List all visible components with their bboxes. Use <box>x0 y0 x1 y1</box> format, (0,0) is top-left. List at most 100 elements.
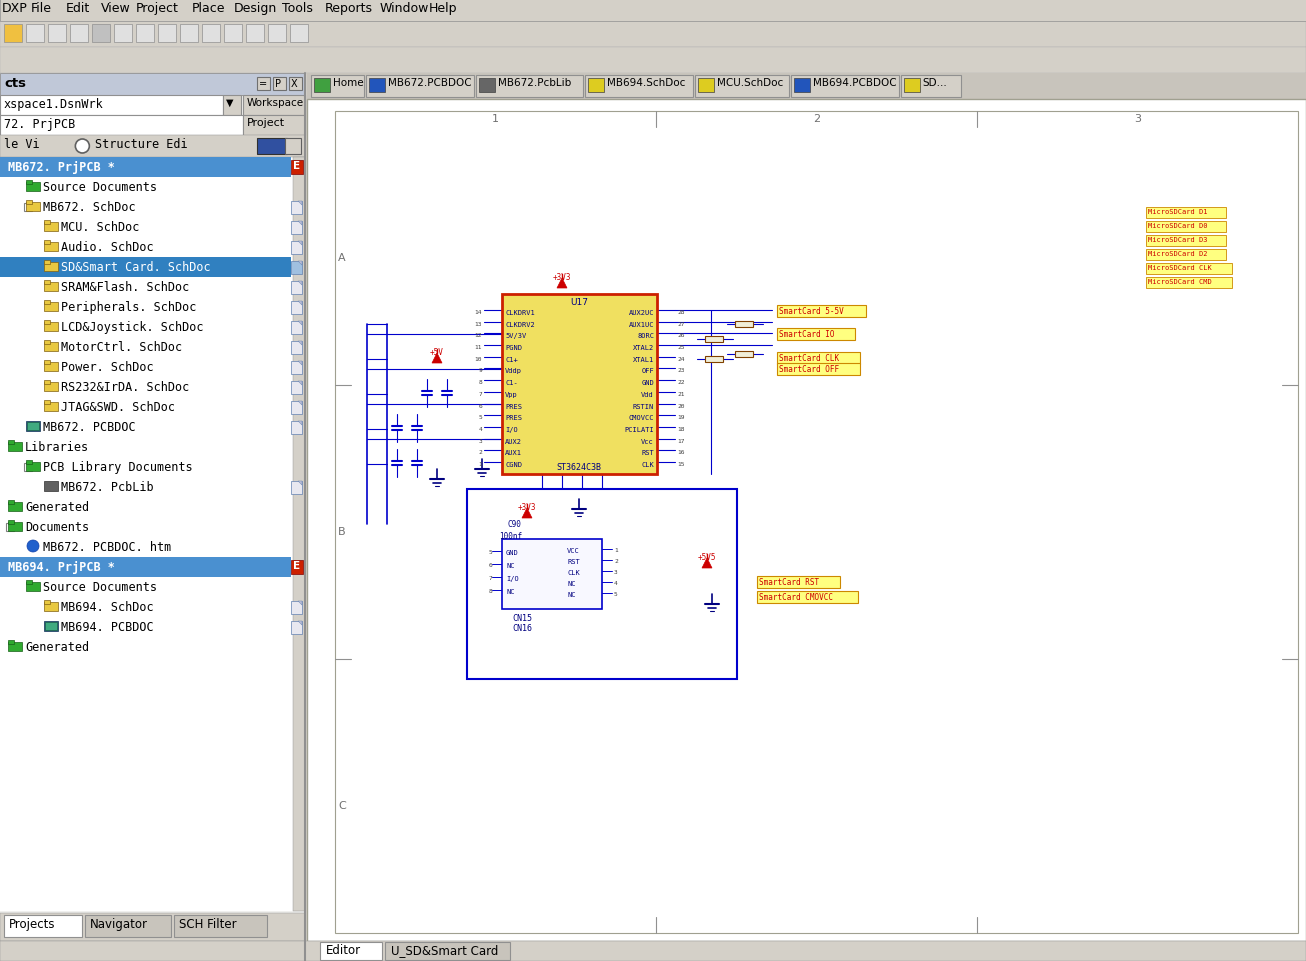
Text: CLKDRV1: CLKDRV1 <box>505 309 534 315</box>
Text: NC: NC <box>567 580 576 586</box>
Bar <box>291 622 302 634</box>
Bar <box>26 460 33 464</box>
Bar <box>257 78 270 91</box>
Text: 18: 18 <box>677 427 684 431</box>
Bar <box>44 301 50 305</box>
Text: MB672. PcbLib: MB672. PcbLib <box>61 480 154 494</box>
Text: VCC: VCC <box>567 548 580 554</box>
Text: LCD&Joystick. SchDoc: LCD&Joystick. SchDoc <box>61 321 204 333</box>
Bar <box>26 201 33 205</box>
Polygon shape <box>703 558 712 568</box>
Text: Projects: Projects <box>9 917 55 930</box>
Text: CLK: CLK <box>641 461 654 467</box>
Bar <box>794 79 810 93</box>
Bar <box>311 76 364 98</box>
Text: RSTIN: RSTIN <box>632 403 654 409</box>
Bar <box>44 281 50 284</box>
Text: NC: NC <box>505 588 515 595</box>
Text: 100nf: 100nf <box>499 531 522 540</box>
Text: MB672.PCBDOC: MB672.PCBDOC <box>388 78 471 87</box>
Bar <box>0 96 223 116</box>
Text: 21: 21 <box>677 391 684 397</box>
Bar <box>44 241 50 245</box>
Bar <box>257 138 287 155</box>
Bar <box>291 261 302 275</box>
Text: 1: 1 <box>492 114 499 124</box>
Text: 6: 6 <box>478 403 482 408</box>
Polygon shape <box>298 602 302 605</box>
Bar <box>44 601 50 604</box>
Bar <box>8 521 14 525</box>
Bar <box>291 222 302 234</box>
Text: MotorCtrl. SchDoc: MotorCtrl. SchDoc <box>61 340 182 354</box>
Circle shape <box>27 540 39 553</box>
Polygon shape <box>298 382 302 385</box>
Bar <box>0 557 291 578</box>
Text: 6: 6 <box>488 562 492 567</box>
Text: I/O: I/O <box>505 427 517 432</box>
Text: SCH Filter: SCH Filter <box>179 917 236 930</box>
Bar <box>777 364 861 376</box>
Text: 7: 7 <box>478 391 482 397</box>
Text: 28: 28 <box>677 309 684 314</box>
Bar <box>285 138 300 155</box>
Bar <box>293 158 306 911</box>
Bar <box>44 362 57 372</box>
Text: MB672. PCBDOC: MB672. PCBDOC <box>43 421 136 433</box>
Text: SRAM&Flash. SchDoc: SRAM&Flash. SchDoc <box>61 281 189 294</box>
Bar <box>8 503 22 511</box>
Bar <box>8 442 22 452</box>
Text: Project: Project <box>247 118 285 128</box>
Bar <box>246 25 264 43</box>
Text: File: File <box>30 2 51 15</box>
Text: GND: GND <box>641 380 654 385</box>
Bar <box>1145 278 1232 288</box>
Text: 8: 8 <box>478 380 482 384</box>
Text: 12: 12 <box>474 333 482 338</box>
Bar <box>589 79 605 93</box>
Bar <box>366 76 474 98</box>
Text: Generated: Generated <box>25 640 89 653</box>
Text: SmartCard CMOVCC: SmartCard CMOVCC <box>759 592 833 602</box>
Polygon shape <box>298 261 302 266</box>
Polygon shape <box>298 361 302 365</box>
Text: 3: 3 <box>614 570 618 575</box>
Text: +5V: +5V <box>430 348 444 357</box>
Bar <box>291 282 302 295</box>
Bar <box>26 25 44 43</box>
Text: 4: 4 <box>614 580 618 585</box>
Text: Edit: Edit <box>65 2 90 15</box>
Text: Design: Design <box>234 2 277 15</box>
Polygon shape <box>298 222 302 226</box>
Text: Vcc: Vcc <box>641 438 654 444</box>
Text: MB672. SchDoc: MB672. SchDoc <box>43 201 136 213</box>
Text: ▼: ▼ <box>226 98 234 108</box>
Text: 27: 27 <box>677 321 684 327</box>
Bar <box>479 79 495 93</box>
Text: CN15: CN15 <box>512 613 532 623</box>
Text: MCU. SchDoc: MCU. SchDoc <box>61 221 140 234</box>
Bar <box>158 25 176 43</box>
Bar <box>697 79 714 93</box>
Text: 14: 14 <box>474 309 482 314</box>
Bar <box>307 100 1306 941</box>
Text: xspace1.DsnWrk: xspace1.DsnWrk <box>4 98 103 111</box>
Polygon shape <box>432 354 441 363</box>
Text: +3V3: +3V3 <box>517 503 537 511</box>
Text: MicroSDCard D2: MicroSDCard D2 <box>1148 251 1208 257</box>
Polygon shape <box>298 422 302 426</box>
Text: 72. PrjPCB: 72. PrjPCB <box>4 118 76 131</box>
Text: MB694.SchDoc: MB694.SchDoc <box>607 78 686 87</box>
Text: Tools: Tools <box>282 2 313 15</box>
Bar <box>44 403 57 411</box>
Text: B: B <box>338 527 346 536</box>
Bar <box>44 221 50 225</box>
Bar <box>291 361 302 375</box>
Bar <box>757 577 840 588</box>
Polygon shape <box>298 242 302 246</box>
Bar <box>0 74 306 96</box>
Bar <box>8 501 14 505</box>
Text: 17: 17 <box>677 438 684 443</box>
Text: +5V5: +5V5 <box>697 553 716 561</box>
Bar <box>385 942 511 960</box>
